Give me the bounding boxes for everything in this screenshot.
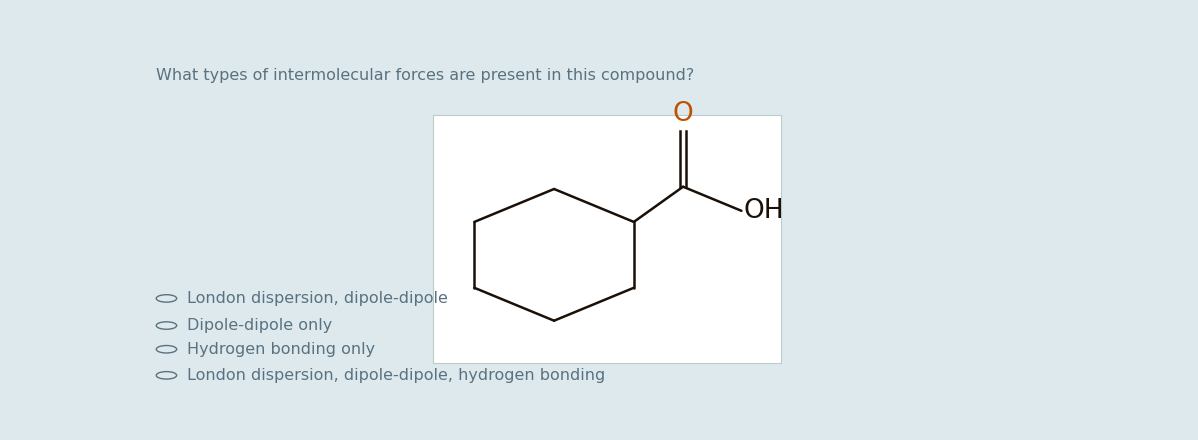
Text: Hydrogen bonding only: Hydrogen bonding only [187,342,375,357]
Text: London dispersion, dipole-dipole: London dispersion, dipole-dipole [187,291,448,306]
FancyBboxPatch shape [432,115,781,363]
Text: London dispersion, dipole-dipole, hydrogen bonding: London dispersion, dipole-dipole, hydrog… [187,368,605,383]
Text: O: O [673,101,694,127]
Text: OH: OH [744,198,785,224]
Text: What types of intermolecular forces are present in this compound?: What types of intermolecular forces are … [156,68,695,83]
Text: Dipole-dipole only: Dipole-dipole only [187,318,332,333]
